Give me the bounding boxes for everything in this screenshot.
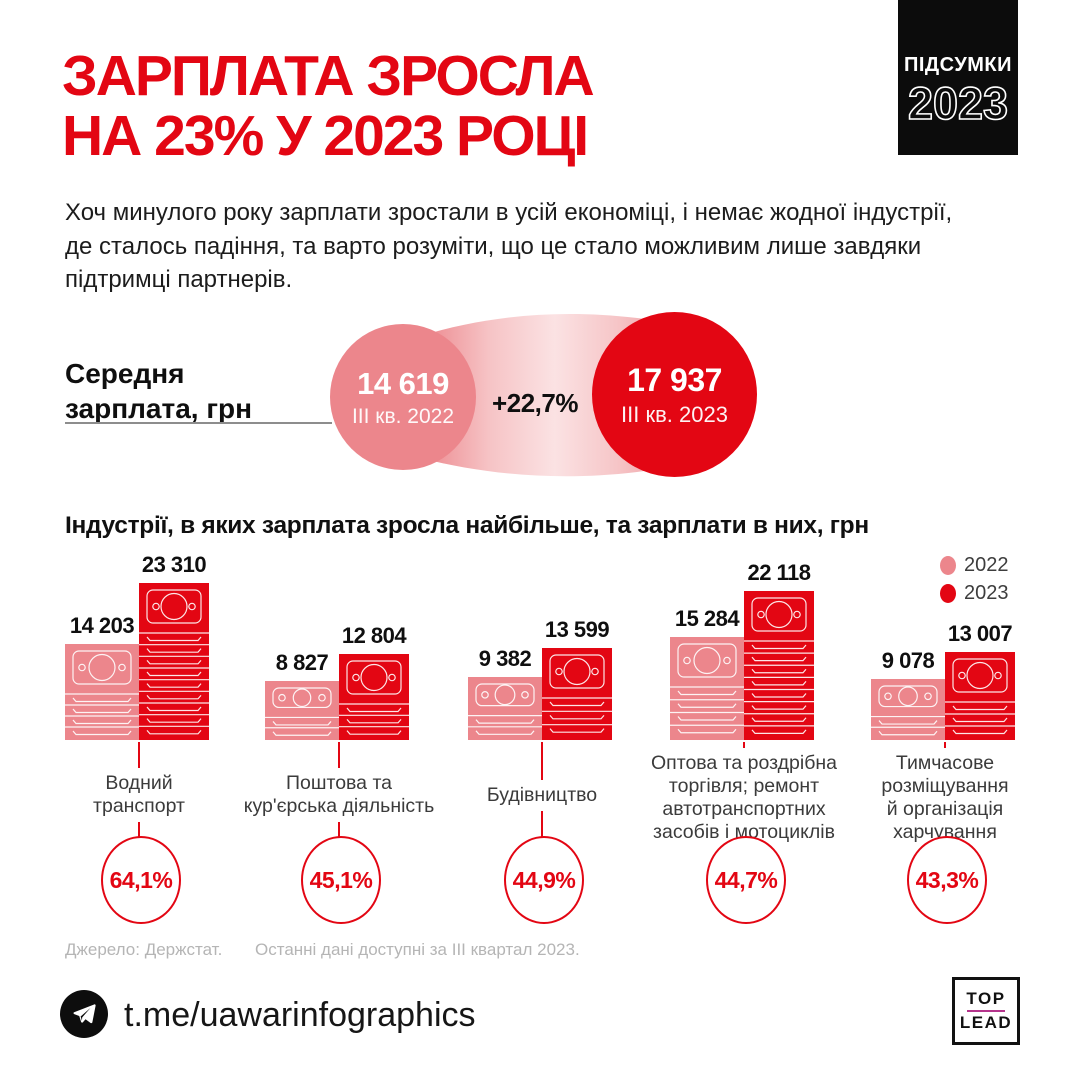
money-stack-bar — [542, 648, 612, 740]
legend-item-2022: 2022 — [940, 551, 1009, 579]
money-stack-bar — [265, 681, 339, 740]
badge-year-text: 2023 — [908, 79, 1008, 129]
toplead-logo-line — [967, 1010, 1005, 1012]
bar-value-2022: 9 382 — [478, 646, 532, 671]
year-badge: ПІДСУМКИ 2023 — [898, 0, 1018, 155]
bar-value-2022: 8 827 — [275, 650, 329, 675]
category-label-line: й організація — [886, 798, 1004, 820]
category-label-line: автотранспортних — [662, 798, 826, 820]
growth-percent-value: 45,1% — [309, 866, 373, 893]
badge-title: ПІДСУМКИ — [903, 54, 1013, 76]
source-note: Джерело: Держстат. — [65, 940, 223, 959]
salary-2022-value: 14 619 — [357, 365, 449, 401]
bar-value-2022: 9 078 — [881, 648, 935, 673]
category-label-line: засобів і мотоциклів — [653, 821, 835, 843]
connector-line — [541, 811, 543, 838]
category-label-line: Тимчасове — [895, 752, 995, 774]
growth-percent-value: 44,7% — [714, 866, 778, 893]
growth-percent-value: 43,3% — [915, 866, 979, 893]
bar-value-2023: 22 118 — [747, 560, 811, 585]
legend-dot-2022 — [940, 555, 956, 575]
legend-dot-2023 — [940, 583, 956, 603]
money-stack-bar — [65, 644, 139, 740]
bar-value-2023: 13 599 — [544, 617, 610, 642]
connector-line — [138, 822, 140, 838]
category-label: Будівництво — [422, 784, 662, 807]
growth-percent-circle: 44,7% — [706, 836, 786, 924]
connector-line — [138, 742, 140, 768]
toplead-logo-lead: LEAD — [959, 1013, 1013, 1032]
money-stack-bar — [945, 652, 1015, 740]
category-label-line: Оптова та роздрібна — [651, 752, 837, 774]
category-label: Оптова та роздрібна торгівля; ремонт автот… — [624, 752, 864, 844]
category-label: Водний транспорт — [19, 772, 259, 818]
page-title-line2: НА 23% У 2023 РОЦІ — [62, 104, 589, 168]
bar-value-2023: 23 310 — [141, 552, 207, 577]
average-salary-label-line2: зарплата, грн — [65, 393, 253, 424]
connector-line — [338, 742, 340, 768]
legend-label-2023: 2023 — [964, 581, 1009, 604]
salary-2023-period: III кв. 2023 — [621, 401, 728, 427]
page-title-line1: ЗАРПЛАТА ЗРОСЛА — [62, 44, 595, 108]
growth-percent-circle: 64,1% — [101, 836, 181, 924]
money-stack-bar — [871, 679, 945, 740]
money-stack-bar — [670, 637, 744, 740]
category-label: Тимчасове розміщування й організація харчув… — [825, 752, 1065, 844]
category-label: Поштова та кур'єрська діяльність — [219, 772, 459, 818]
category-label-line: Поштова та — [285, 772, 393, 794]
paper-plane-icon — [73, 1004, 96, 1024]
divider-line — [65, 422, 332, 424]
growth-percent-circle: 43,3% — [907, 836, 987, 924]
category-label-line: кур'єрська діяльність — [243, 795, 435, 817]
connector-line — [743, 742, 745, 748]
money-stack-bar — [744, 591, 814, 740]
bar-value-2022: 15 284 — [674, 606, 740, 631]
chart-legend: 2022 2023 — [940, 551, 1009, 607]
money-stack-bar — [139, 583, 209, 740]
growth-percent-circle: 44,9% — [504, 836, 584, 924]
money-stack-bar — [339, 654, 409, 740]
money-stack-bar — [468, 677, 542, 740]
telegram-icon[interactable] — [60, 990, 108, 1038]
bar-value-2023: 12 804 — [341, 623, 407, 648]
category-label-line: розміщування — [881, 775, 1009, 797]
bar-value-2022: 14 203 — [69, 613, 135, 638]
bar-value-2023: 13 007 — [947, 621, 1013, 646]
connector-line — [541, 742, 543, 780]
page-title: ЗАРПЛАТА ЗРОСЛА НА 23% У 2023 РОЦІ — [62, 44, 595, 168]
salary-2022-circle: 14 619 III кв. 2022 — [330, 324, 476, 470]
salary-2022-period: III кв. 2022 — [351, 404, 455, 428]
category-label-line: Водний — [105, 772, 173, 794]
category-label-line: транспорт — [93, 795, 185, 817]
connector-line — [338, 822, 340, 838]
category-label-line: харчування — [893, 821, 997, 843]
connector-line — [944, 742, 946, 748]
toplead-logo-top: TOP — [966, 989, 1006, 1008]
legend-label-2022: 2022 — [964, 553, 1009, 576]
category-label-line: Будівництво — [486, 784, 598, 806]
industries-section-title: Індустрії, в яких зарплата зросла найбіл… — [65, 512, 869, 539]
average-salary-label-line1: Середня — [65, 358, 185, 389]
telegram-channel-link[interactable]: t.me/uawarinfographics — [124, 996, 476, 1034]
category-label-line: торгівля; ремонт — [668, 775, 820, 797]
legend-item-2023: 2023 — [940, 579, 1009, 607]
data-availability-note: Останні дані доступні за III квартал 202… — [255, 940, 580, 959]
toplead-logo: TOP LEAD — [952, 977, 1020, 1045]
salary-2023-circle: 17 937 III кв. 2023 — [592, 312, 757, 477]
growth-percent-circle: 45,1% — [301, 836, 381, 924]
salary-2023-value: 17 937 — [627, 361, 722, 398]
growth-percent-value: 64,1% — [109, 866, 173, 893]
average-salary-label: Середня зарплата, грн — [65, 356, 252, 426]
intro-paragraph: Хоч минулого року зарплати зростали в ус… — [65, 199, 953, 293]
growth-percent-value: 44,9% — [512, 866, 576, 893]
badge-year-outline: 2023 — [907, 79, 1009, 130]
salary-change-percent: +22,7% — [492, 388, 578, 418]
